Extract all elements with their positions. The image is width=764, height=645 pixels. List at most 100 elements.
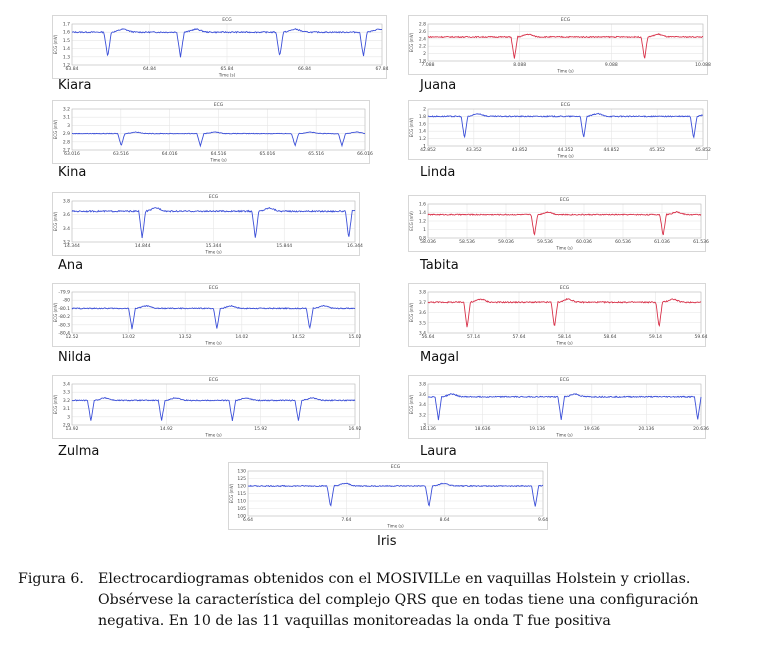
panel-border (408, 375, 706, 439)
y-tick-label: 1.4 (419, 129, 426, 135)
x-tick-label: 66.016 (357, 151, 373, 157)
y-tick-label: 3.2 (63, 107, 70, 113)
ecg-panel-magal: ECG ECG (mV) 3.8 3.7 3.6 3.5 3.4 56.64 57.14 57.6… (408, 283, 708, 347)
x-tick-label: 18.636 (475, 426, 491, 432)
y-axis-label: ECG (mV) (53, 211, 58, 231)
y-tick-label: 3.4 (63, 382, 70, 388)
y-tick-label: 3.4 (419, 331, 426, 337)
y-tick-label: 125 (237, 476, 246, 482)
y-tick-label: -80.1 (58, 306, 70, 312)
chart-title: ECG (560, 197, 570, 203)
y-axis-label: ECG (mV) (409, 302, 414, 322)
ecg-trace (71, 131, 366, 148)
figure-label: Figura 6. (18, 571, 84, 587)
x-tick-label: 66.84 (298, 66, 311, 72)
x-tick-label: 61.036 (654, 239, 670, 245)
chart-title: ECG (560, 285, 570, 291)
y-axis-label: ECG (mV) (409, 32, 414, 52)
cow-name-tabita: Tabita (420, 258, 459, 273)
y-tick-label: 1.6 (419, 121, 426, 127)
y-tick-label: -80.2 (58, 314, 70, 320)
y-tick-label: 3.8 (419, 290, 426, 296)
y-tick-label: 3.4 (419, 402, 426, 408)
x-tick-label: 15.92 (254, 426, 267, 432)
y-tick-label: 3.8 (63, 199, 70, 205)
ecg-chart-svg: ECG ECG (mV) 3.8 3.7 3.6 3.5 3.456.64 57.14 57.6… (408, 283, 708, 347)
x-tick-label: 64.84 (143, 66, 156, 72)
y-tick-label: 3.4 (63, 226, 70, 232)
x-tick-label: 7.64 (341, 517, 351, 523)
x-tick-label: 67.84 (376, 66, 389, 72)
chart-title: ECG (560, 377, 570, 383)
y-tick-label: 1.7 (63, 22, 70, 28)
y-tick-label: -79.9 (58, 290, 70, 296)
x-tick-label: 63.016 (64, 151, 80, 157)
ecg-trace (71, 28, 383, 58)
x-tick-label: 57.14 (467, 334, 480, 340)
x-tick-label: 14.344 (64, 243, 80, 249)
x-tick-label: 58.036 (420, 239, 436, 245)
x-tick-label: 43.852 (512, 147, 528, 153)
x-tick-label: 7.088 (422, 62, 435, 68)
ecg-panel-kiara: ECG ECG (mV) 1.7 1.6 1.5 1.4 1.3 1.2 63.84 64.84 6… (52, 15, 389, 79)
y-tick-label: 1.8 (419, 59, 426, 65)
y-tick-label: 1 (423, 144, 426, 150)
chart-title: ECG (561, 102, 571, 108)
x-tick-label: 12.52 (66, 334, 79, 340)
plot-area (427, 108, 704, 147)
x-axis-label: Time (s) (556, 69, 574, 74)
panel-border (228, 462, 548, 530)
ecg-trace (427, 211, 702, 236)
x-axis-label: Time (s) (386, 524, 404, 529)
x-tick-label: 14.844 (135, 243, 151, 249)
cow-name-ana: Ana (58, 258, 84, 273)
y-axis-label: ECG (mV) (229, 483, 234, 503)
panel-border (52, 15, 387, 79)
plot-area (247, 470, 544, 517)
x-tick-label: 20.136 (639, 426, 655, 432)
x-tick-label: 42.852 (420, 147, 436, 153)
panel-border (52, 283, 360, 347)
x-tick-label: 6.64 (243, 517, 253, 523)
plot-area (71, 108, 366, 151)
y-axis-label: ECG (mV) (53, 394, 58, 414)
y-tick-label: 2 (423, 107, 426, 113)
ecg-trace (427, 112, 704, 139)
x-tick-label: 13.52 (179, 334, 192, 340)
y-tick-label: 2.9 (63, 423, 70, 429)
plot-area (71, 383, 356, 426)
y-tick-label: -80.4 (58, 331, 70, 337)
ecg-trace (71, 304, 356, 330)
y-tick-label: 1.2 (419, 219, 426, 225)
ecg-trace (427, 298, 702, 328)
x-tick-label: 58.536 (459, 239, 475, 245)
y-axis-label: ECG (mV) (53, 119, 58, 139)
x-axis-label: Time (s) (204, 341, 222, 346)
y-tick-label: 3 (67, 414, 70, 420)
x-tick-label: 14.02 (235, 334, 248, 340)
ecg-panel-zulma: ECG ECG (mV) 3.4 3.3 3.2 3.1 3 2.9 13.92 14.92 15.… (52, 375, 362, 439)
plot-area (427, 291, 702, 334)
y-tick-label: 3.2 (63, 240, 70, 246)
panel-border (408, 283, 706, 347)
cow-name-iris: Iris (377, 534, 397, 549)
panel-border (408, 100, 708, 160)
y-axis-label: ECG (mV) (409, 394, 414, 414)
y-tick-label: 3.6 (63, 212, 70, 218)
y-axis-label: ECG (mV) (53, 302, 58, 322)
y-tick-label: 1 (423, 227, 426, 233)
x-tick-label: 56.64 (422, 334, 435, 340)
y-tick-label: 3.2 (63, 398, 70, 404)
x-tick-label: 15.02 (349, 334, 362, 340)
y-tick-label: 1.4 (419, 210, 426, 216)
y-tick-label: 100 (237, 514, 246, 520)
x-tick-label: 16.92 (349, 426, 362, 432)
y-tick-label: 120 (237, 484, 246, 490)
ecg-panel-iris: ECG ECG (mV) 130 125 120 115 110 105 100 6.64 7.64… (228, 462, 548, 530)
y-tick-label: 1.8 (419, 114, 426, 120)
ecg-chart-svg: ECG ECG (mV) 3.8 3.6 3.4 3.2 318.136 18.636 19.1… (408, 375, 709, 439)
x-tick-label: 9.088 (605, 62, 618, 68)
x-tick-label: 61.536 (693, 239, 709, 245)
x-axis-label: Time (s) (204, 250, 222, 255)
